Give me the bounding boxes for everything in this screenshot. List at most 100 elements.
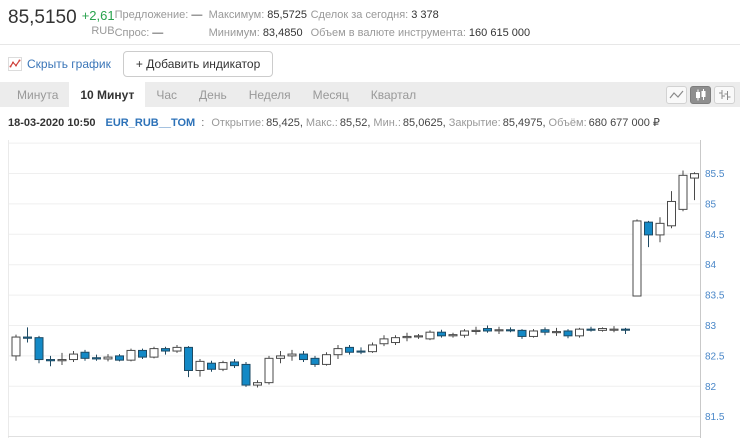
candlestick-chart-icon xyxy=(694,88,707,101)
candle-body xyxy=(333,348,343,356)
candle-body xyxy=(310,357,320,365)
candle-body xyxy=(494,329,504,332)
ohlc-chart-button[interactable] xyxy=(714,85,735,104)
interval-tab-4[interactable]: Неделя xyxy=(248,87,291,102)
candle-body xyxy=(471,329,481,332)
candle-body xyxy=(644,221,653,236)
hide-chart-label: Скрыть график xyxy=(27,56,111,71)
chart-canvas[interactable]: 85.5 85 84.5 84 83.5 83 82.5 82 81.5 xyxy=(0,140,740,438)
interval-tab-0[interactable]: Минута xyxy=(17,87,59,102)
stat-value: — xyxy=(191,9,203,21)
ohlc-field: Объём: 680 677 000 ₽ xyxy=(549,117,663,129)
candle-body xyxy=(540,329,550,333)
candle-body xyxy=(149,348,159,358)
chart-type-buttons xyxy=(666,82,740,107)
add-indicator-button[interactable]: + Добавить индикатор xyxy=(122,50,274,77)
candle-body xyxy=(678,174,688,210)
line-chart-button[interactable] xyxy=(666,85,687,104)
ohlc-field-value: 85,4975, xyxy=(502,117,546,129)
candlestick-chart-button[interactable] xyxy=(690,85,711,104)
candle-body xyxy=(92,357,101,360)
candle-body xyxy=(230,361,239,367)
y-axis-tick-label: 85 xyxy=(705,199,717,210)
ohlc-field-value: 85,0625, xyxy=(402,117,446,129)
candle-body xyxy=(529,330,538,337)
stat-value: 85,5725 xyxy=(267,9,308,21)
ohlc-field-value: 85,425, xyxy=(266,117,303,129)
candle-body xyxy=(356,350,366,353)
candle-body xyxy=(425,331,435,340)
stat-label: Объем в валюте инструмента: xyxy=(310,27,466,39)
ohlc-field: Закрытие: 85,4975, xyxy=(449,117,549,129)
interval-tabs: Минута 10 Минут Час День Неделя Месяц Квартал xyxy=(0,82,427,107)
ohlc-field-label: Мин.: xyxy=(373,117,401,129)
candle-body xyxy=(115,355,124,361)
interval-tabbar: Минута 10 Минут Час День Неделя Месяц Квартал xyxy=(0,82,740,107)
stat-label: Минимум: xyxy=(208,27,260,39)
interval-tab-5[interactable]: Месяц xyxy=(312,87,349,102)
price-chart[interactable]: 85.5 85 84.5 84 83.5 83 82.5 82 81.5 xyxy=(0,140,740,438)
candle-body xyxy=(690,173,699,179)
y-axis-tick-label: 82 xyxy=(705,382,717,393)
y-axis-tick-label: 81.5 xyxy=(705,412,725,423)
ohlc-field: Открытие: 85,425, xyxy=(211,117,306,129)
candle-body xyxy=(253,382,262,386)
candle-body xyxy=(276,355,285,359)
line-chart-icon xyxy=(669,89,684,101)
y-axis-tick-label: 83 xyxy=(705,321,717,332)
stat-value: 83,4850 xyxy=(262,27,303,39)
ohlc-fields: Открытие: 85,425, Макс.: 85,52, Мин.: 85,0625… xyxy=(211,117,663,129)
candle-body xyxy=(264,357,274,384)
stat-value: — xyxy=(152,27,164,39)
interval-tab-6[interactable]: Квартал xyxy=(370,87,417,102)
candle-body xyxy=(368,344,377,353)
chart-toolbar: Скрыть график + Добавить индикатор xyxy=(0,45,740,82)
candle-body xyxy=(241,363,251,386)
candle-body xyxy=(287,353,297,357)
sparkline-icon xyxy=(8,56,22,71)
stat-column: Максимум: 85,5725 Минимум: 83,4850 xyxy=(209,9,311,39)
candle-body xyxy=(80,351,90,359)
candle-body xyxy=(414,335,423,338)
candle-info-line: 18-03-2020 10:50 EUR_RUB__TOM : Открытие… xyxy=(0,107,740,134)
candle-body xyxy=(195,360,205,371)
info-separator: : xyxy=(201,117,205,129)
candle-body xyxy=(172,346,182,352)
candle-body xyxy=(207,362,216,370)
ohlc-field-label: Закрытие: xyxy=(448,117,501,129)
ticker-link[interactable]: EUR_RUB__TOM xyxy=(105,117,196,129)
candle-body xyxy=(57,359,67,362)
candle-body xyxy=(517,329,527,337)
ohlc-field-label: Макс.: xyxy=(305,117,338,129)
candle-body xyxy=(609,328,619,331)
ohlc-field: Макс.: 85,52, xyxy=(306,117,374,129)
hide-chart-link[interactable]: Скрыть график xyxy=(8,56,111,71)
candle-body xyxy=(483,328,492,332)
ohlc-field-label: Открытие: xyxy=(211,117,265,129)
candle-body xyxy=(138,349,147,358)
price-change: +2,61 xyxy=(81,8,115,23)
stat-value: 160 615 000 xyxy=(468,27,531,39)
stat-label: Сделок за сегодня: xyxy=(310,9,409,21)
candle-body xyxy=(69,353,78,361)
stat-column: Предложение: — Спрос: — xyxy=(115,9,209,39)
stat-row: Максимум: 85,5725 xyxy=(209,9,311,21)
stat-column: Сделок за сегодня: 3 378 Объем в валюте ин… xyxy=(311,9,531,39)
candle-body xyxy=(402,335,412,339)
stat-row: Минимум: 83,4850 xyxy=(209,27,311,39)
candle-body xyxy=(655,222,665,236)
interval-tab-1[interactable]: 10 Минут xyxy=(69,82,146,107)
ohlc-field: Мин.: 85,0625, xyxy=(373,117,448,129)
candle-body xyxy=(161,348,170,352)
stat-row: Предложение: — xyxy=(115,9,209,21)
candle-body xyxy=(667,200,676,227)
y-axis-tick-label: 82.5 xyxy=(705,351,725,362)
candle-body xyxy=(575,328,584,337)
candle-body xyxy=(322,354,331,365)
candle-body xyxy=(218,362,228,370)
interval-tab-2[interactable]: Час xyxy=(156,87,178,102)
stat-row: Спрос: — xyxy=(115,27,209,39)
interval-tab-3[interactable]: День xyxy=(199,87,227,102)
candle-body xyxy=(598,328,607,331)
candle-body xyxy=(563,330,573,337)
